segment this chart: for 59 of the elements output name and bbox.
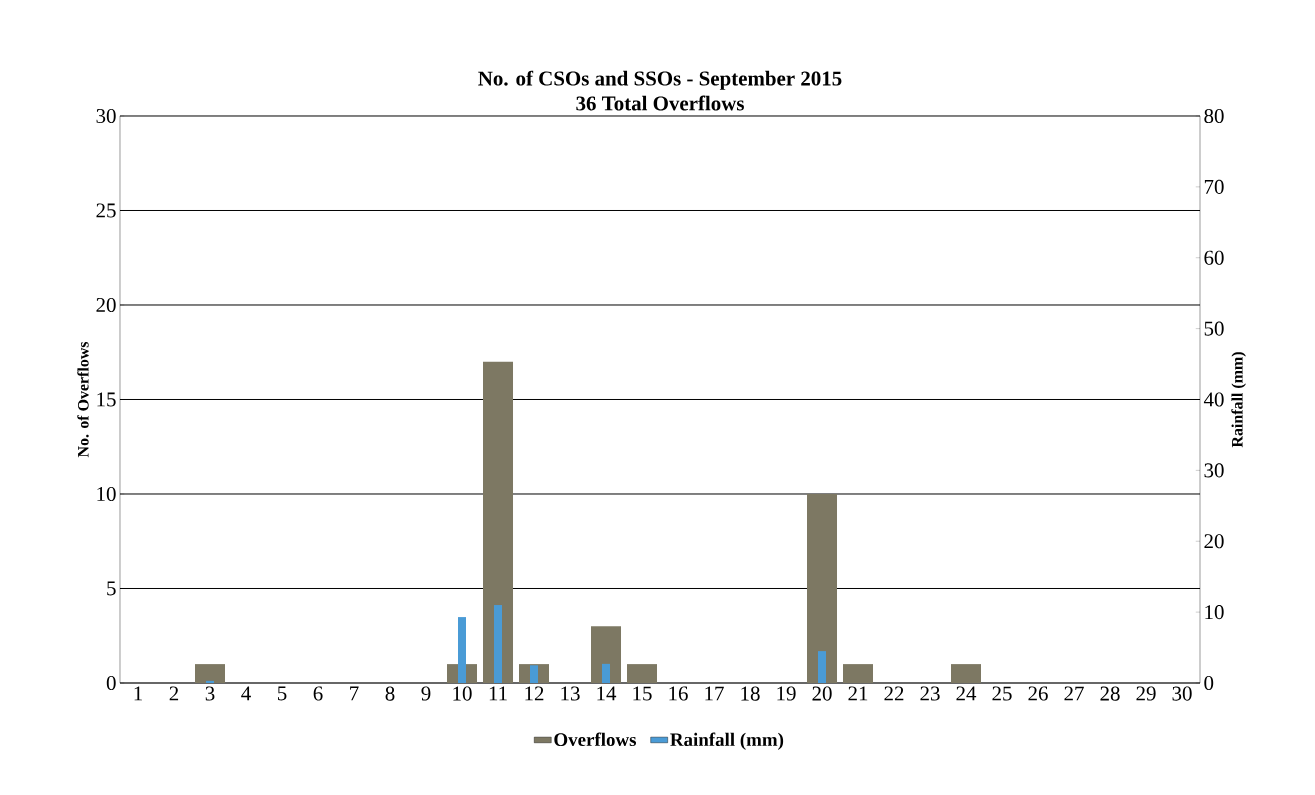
x-tick-label: 21 <box>848 686 868 701</box>
bar <box>951 664 982 683</box>
bar <box>807 494 838 683</box>
y2-tick-label: 20 <box>1204 534 1224 549</box>
x-tick-label: 30 <box>1172 686 1192 701</box>
x-tick-label: 23 <box>920 686 940 701</box>
y-tick-label: 10 <box>97 486 116 502</box>
y-axis-title: No. of Overflows <box>77 341 89 458</box>
x-tick-label: 27 <box>1064 686 1084 701</box>
y-tick-label: 0 <box>106 675 116 691</box>
x-tick-label: 24 <box>956 686 977 701</box>
y-tick-label: 15 <box>97 392 116 407</box>
x-tick-label: 7 <box>350 686 359 701</box>
x-tick-label: 20 <box>812 686 832 701</box>
x-tick-label: 28 <box>1100 686 1120 701</box>
x-tick-label: 17 <box>705 686 724 701</box>
x-tick-label: 16 <box>669 686 688 701</box>
y-tick-label: 20 <box>96 297 116 313</box>
y2-tick-label: 70 <box>1204 179 1224 194</box>
bar <box>195 664 225 683</box>
x-tick-label: 26 <box>1028 686 1048 701</box>
bar <box>843 664 874 683</box>
y2-axis-title: Rainfall (mm) <box>1231 352 1246 448</box>
y-tick-label: 30 <box>96 108 116 124</box>
x-tick-label: 22 <box>884 686 904 701</box>
bar <box>591 626 622 683</box>
x-tick-label: 3 <box>205 686 215 701</box>
chart-title: No. of CSOs and SSOs - September 2015 <box>478 70 842 90</box>
x-tick-label: 2 <box>169 686 179 701</box>
chart-subtitle: 36 Total Overflows <box>576 95 744 111</box>
y2-tick-label: 50 <box>1204 321 1224 336</box>
y2-tick-label: 10 <box>1205 605 1224 620</box>
y2-tick-label: 0 <box>1204 675 1214 691</box>
x-tick-label: 6 <box>313 686 323 701</box>
bar <box>483 361 513 683</box>
y2-tick-label: 60 <box>1204 250 1224 265</box>
x-tick-label: 5 <box>277 686 287 701</box>
y-tick-label: 5 <box>107 581 116 596</box>
x-tick-label: 10 <box>453 686 472 701</box>
x-tick-label: 25 <box>992 686 1012 701</box>
x-tick-label: 1 <box>134 686 142 701</box>
x-tick-label: 18 <box>741 686 760 701</box>
y2-tick-label: 80 <box>1204 108 1224 124</box>
x-tick-label: 14 <box>597 686 617 701</box>
x-tick-label: 13 <box>561 686 580 701</box>
x-tick-label: 19 <box>777 686 796 701</box>
x-tick-label: 29 <box>1136 686 1156 701</box>
x-tick-label: 4 <box>241 686 251 701</box>
y-tick-label: 25 <box>96 203 116 218</box>
x-tick-label: 15 <box>633 686 652 701</box>
bar <box>627 664 658 683</box>
x-tick-label: 12 <box>525 686 544 701</box>
x-tick-label: 9 <box>421 686 431 701</box>
x-tick-label: 11 <box>489 686 507 701</box>
y2-tick-label: 40 <box>1203 392 1224 407</box>
x-tick-label: 8 <box>385 686 395 701</box>
legend-label: Rainfall (mm) <box>670 732 784 750</box>
y2-tick-label: 30 <box>1204 463 1224 478</box>
legend-label: Overflows <box>554 732 637 747</box>
